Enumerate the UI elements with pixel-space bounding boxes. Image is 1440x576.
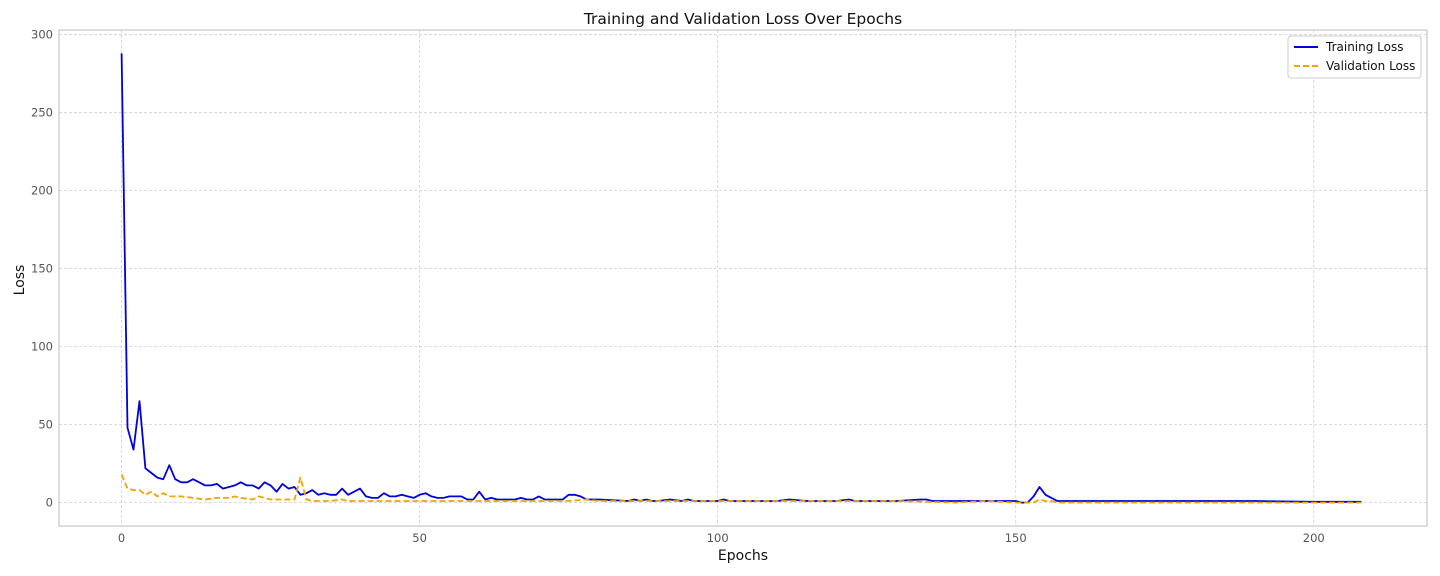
chart-title: Training and Validation Loss Over Epochs xyxy=(583,10,902,28)
x-tick-label: 200 xyxy=(1303,531,1325,545)
tick-labels: 0 50 100 150 200 0 50 100 150 200 250 300 xyxy=(31,28,1325,545)
y-axis-title: Loss xyxy=(12,265,28,296)
y-tick-label: 150 xyxy=(31,262,53,276)
y-tick-label: 100 xyxy=(31,340,53,354)
x-tick-label: 50 xyxy=(412,531,427,545)
x-axis-title: Epochs xyxy=(718,548,768,564)
x-tick-label: 0 xyxy=(118,531,125,545)
y-tick-label: 300 xyxy=(31,28,53,42)
validation-loss-line xyxy=(120,474,1362,504)
legend-label-validation: Validation Loss xyxy=(1326,59,1415,73)
x-tick-label: 100 xyxy=(707,531,729,545)
y-tick-label: 0 xyxy=(46,496,53,510)
legend-label-training: Training Loss xyxy=(1325,40,1403,54)
y-tick-label: 200 xyxy=(31,184,53,198)
x-tick-label: 150 xyxy=(1005,531,1027,545)
series-layer xyxy=(120,53,1362,504)
legend-box xyxy=(1287,35,1422,79)
y-tick-label: 50 xyxy=(38,418,53,432)
legend: Training Loss Validation Loss xyxy=(1287,35,1422,79)
y-tick-label: 250 xyxy=(31,106,53,120)
plot-frame xyxy=(58,29,1428,527)
